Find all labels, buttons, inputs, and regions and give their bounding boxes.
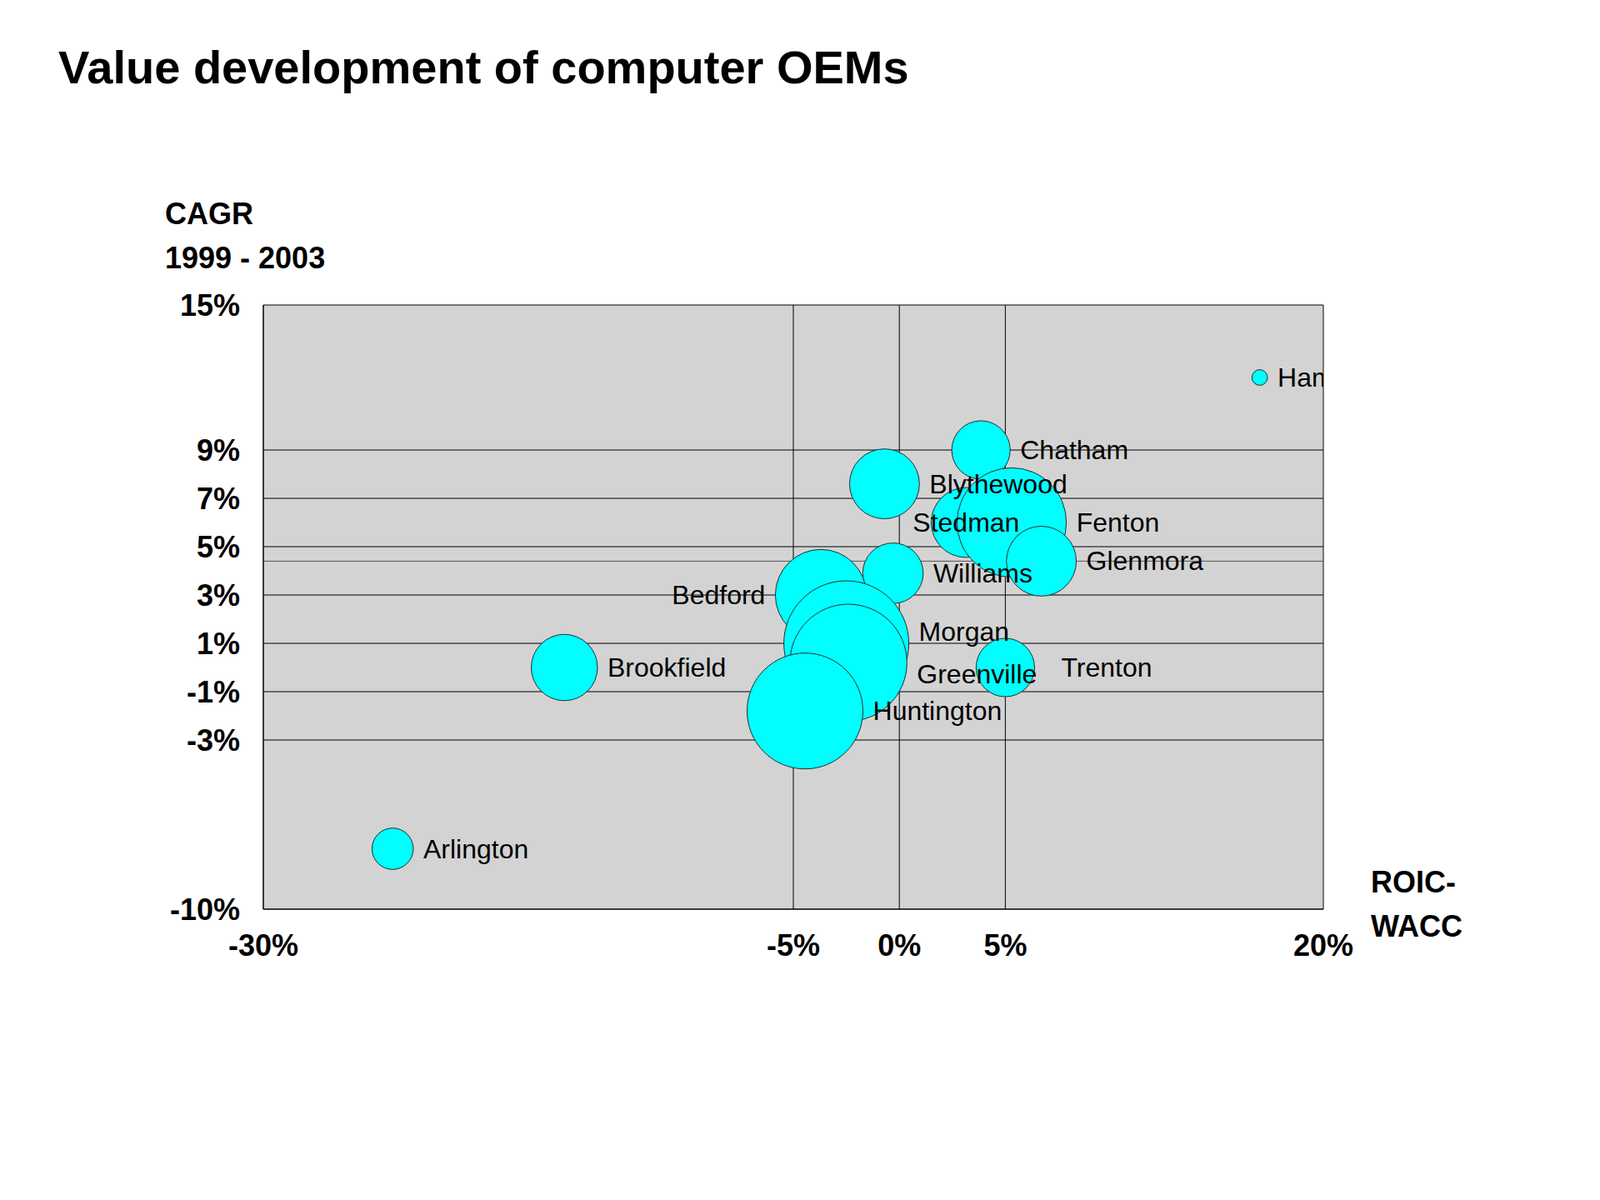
svg-text:Stedman: Stedman — [912, 507, 1020, 538]
svg-text:5%: 5% — [196, 530, 240, 565]
svg-text:Williams: Williams — [933, 558, 1033, 589]
svg-text:Greenville: Greenville — [916, 659, 1037, 690]
svg-text:Morgan: Morgan — [919, 616, 1010, 647]
svg-text:-3%: -3% — [186, 723, 240, 758]
svg-text:5%: 5% — [983, 928, 1027, 963]
svg-text:Brookfield: Brookfield — [607, 652, 726, 683]
svg-text:Glenmora: Glenmora — [1086, 545, 1205, 576]
html-text:CAGR: CAGR — [165, 196, 254, 231]
svg-text:20%: 20% — [1293, 928, 1354, 963]
svg-text:7%: 7% — [196, 481, 240, 516]
svg-text:Chatham: Chatham — [1020, 435, 1129, 465]
svg-text:Huntington: Huntington — [873, 695, 1003, 726]
svg-text:Bedford: Bedford — [671, 580, 765, 610]
html-text:Value development of computer: Value development of computer OEMs — [58, 40, 909, 94]
svg-text:0%: 0% — [877, 928, 921, 963]
html-text:1999 - 2003: 1999 - 2003 — [165, 240, 326, 275]
svg-text:-10%: -10% — [170, 892, 240, 927]
svg-text:9%: 9% — [196, 433, 240, 468]
svg-text:Hammond: Hammond — [1277, 362, 1324, 393]
svg-text:3%: 3% — [196, 578, 240, 613]
svg-text:-5%: -5% — [766, 928, 820, 963]
svg-text:Arlington: Arlington — [423, 834, 529, 865]
html-text:ROIC-: ROIC- — [1370, 865, 1456, 900]
svg-text:-30%: -30% — [228, 928, 299, 963]
svg-text:1%: 1% — [196, 626, 240, 661]
svg-text:15%: 15% — [180, 288, 240, 323]
html-text:WACC: WACC — [1370, 909, 1463, 944]
svg-text:-1%: -1% — [186, 675, 240, 710]
svg-text:Trenton: Trenton — [1060, 652, 1152, 683]
svg-text:Blythewood: Blythewood — [929, 469, 1067, 500]
svg-text:Fenton: Fenton — [1076, 507, 1160, 538]
